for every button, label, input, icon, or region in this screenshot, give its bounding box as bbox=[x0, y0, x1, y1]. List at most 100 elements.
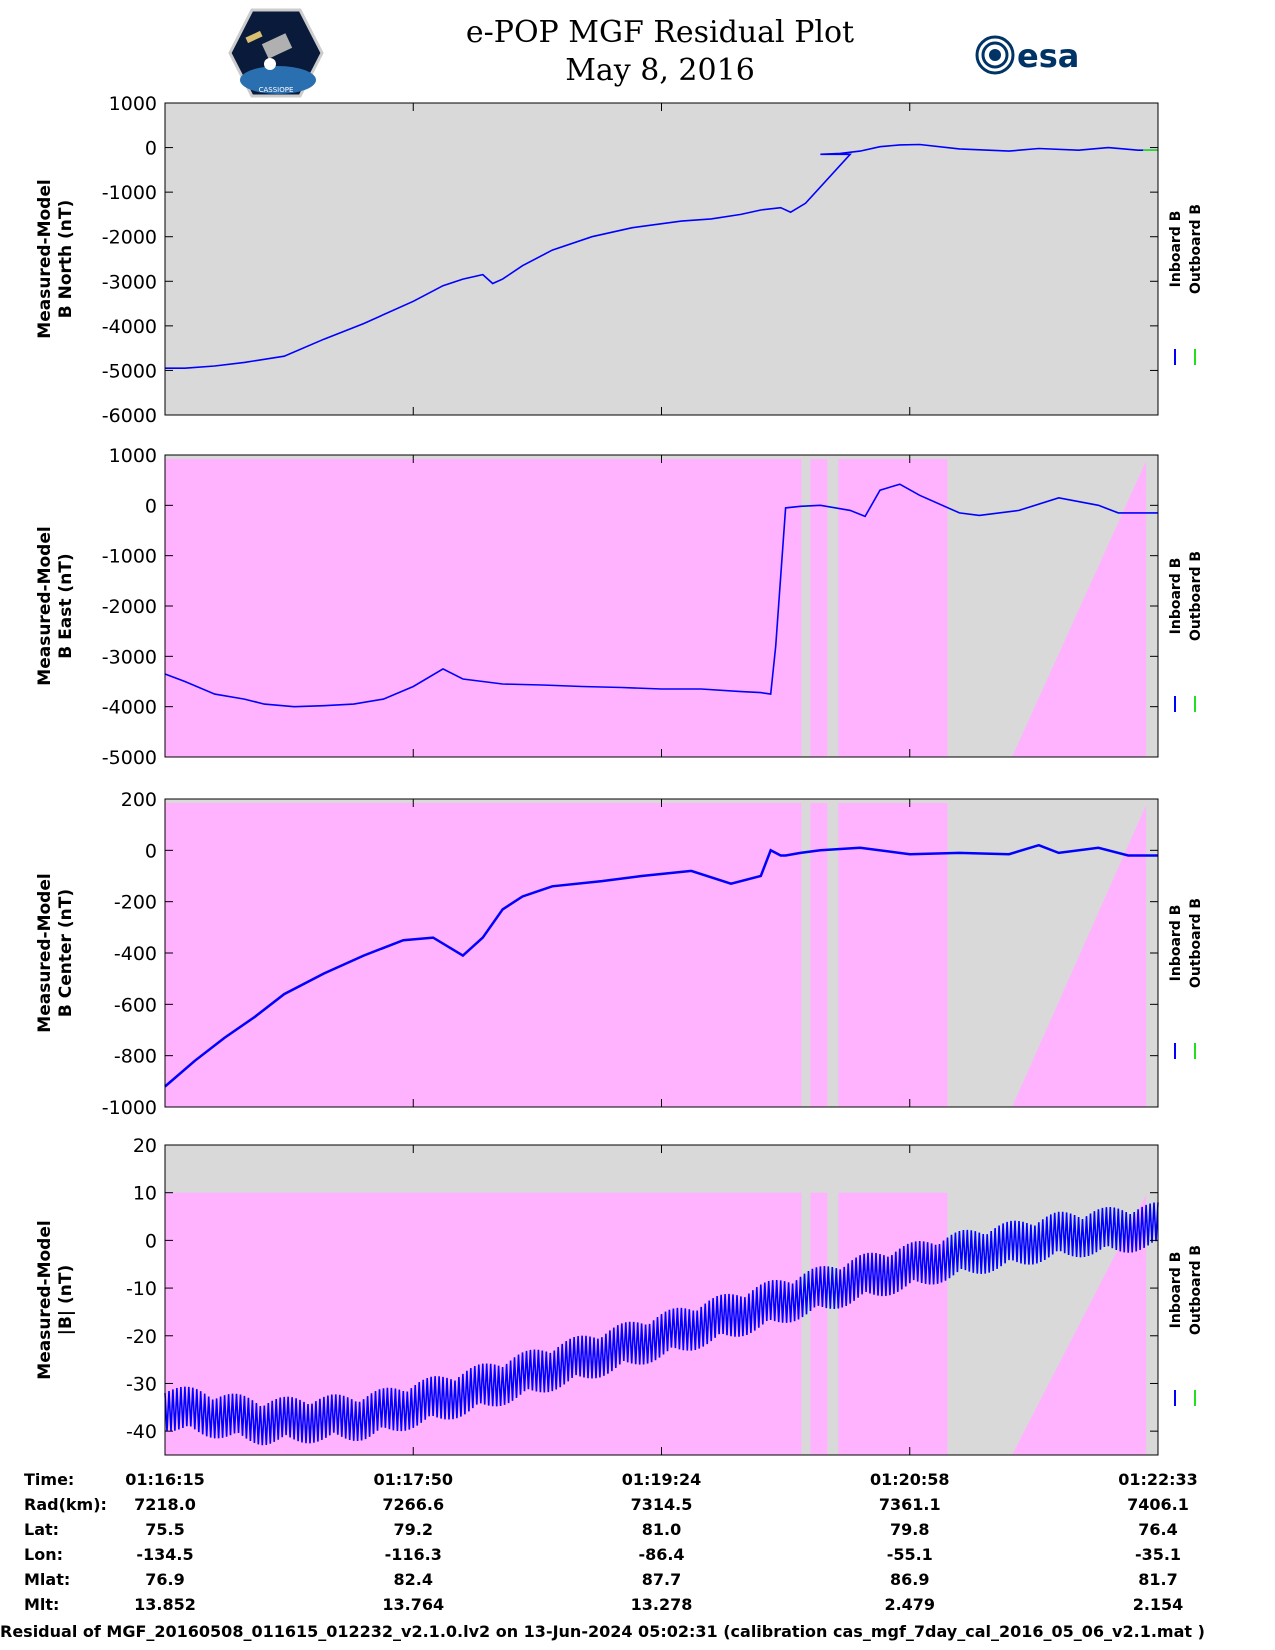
plot-title: e-POP MGF Residual Plot bbox=[465, 15, 855, 50]
ephemeris-value: -116.3 bbox=[384, 1545, 442, 1564]
y-axis-label: Measured-Model|B| (nT) bbox=[35, 1220, 76, 1379]
y-axis-label: Measured-ModelB East (nT) bbox=[35, 526, 76, 685]
y-tick-label: 10 bbox=[133, 1183, 157, 1205]
panel-3-region bbox=[165, 803, 802, 1107]
y-tick-label: 200 bbox=[121, 789, 157, 811]
ephemeris-value: 7361.1 bbox=[878, 1495, 941, 1514]
ephemeris-label: Rad(km): bbox=[24, 1495, 107, 1514]
ephemeris-value: -55.1 bbox=[886, 1545, 933, 1564]
ephemeris-label: Mlat: bbox=[24, 1570, 71, 1589]
ephemeris-value: 2.479 bbox=[884, 1595, 936, 1614]
y-tick-label: -5000 bbox=[102, 360, 157, 382]
y-tick-label: -2000 bbox=[102, 227, 157, 249]
ephemeris-label: Lon: bbox=[24, 1545, 63, 1564]
y-axis-label-line: |B| (nT) bbox=[56, 1265, 76, 1336]
series-line-inboard bbox=[165, 143, 1158, 369]
ephemeris-value: 01:20:58 bbox=[869, 1470, 950, 1489]
legend-label: Inboard B bbox=[1168, 211, 1184, 288]
ephemeris-value: 2.154 bbox=[1132, 1595, 1184, 1614]
ephemeris-value: 81.7 bbox=[1138, 1570, 1178, 1589]
y-tick-label: -4000 bbox=[102, 316, 157, 338]
footer-caption: Residual of MGF_20160508_011615_012232_v… bbox=[0, 1622, 1205, 1641]
panel-2-region bbox=[165, 459, 802, 757]
ephemeris-value: 13.278 bbox=[630, 1595, 693, 1614]
ephemeris-value: 81.0 bbox=[641, 1520, 682, 1539]
y-tick-label: 1000 bbox=[109, 445, 157, 467]
y-tick-label: -1000 bbox=[102, 1097, 157, 1119]
ephemeris-value: 87.7 bbox=[641, 1570, 682, 1589]
y-tick-label: -400 bbox=[114, 943, 157, 965]
y-tick-label: 0 bbox=[145, 840, 157, 862]
ephemeris-value: -134.5 bbox=[136, 1545, 194, 1564]
ephemeris-value: 7218.0 bbox=[134, 1495, 196, 1514]
ephemeris-value: -35.1 bbox=[1134, 1545, 1182, 1564]
ephemeris-value: 75.5 bbox=[145, 1520, 185, 1539]
legend-label: Outboard B bbox=[1188, 551, 1204, 641]
y-axis-label-line: Measured-Model bbox=[35, 873, 55, 1032]
panel-4-region bbox=[838, 1192, 948, 1455]
ephemeris-value: 7266.6 bbox=[382, 1495, 445, 1514]
ephemeris-value: 76.4 bbox=[1138, 1520, 1178, 1539]
y-axis-label-line: B East (nT) bbox=[56, 553, 76, 658]
legend-label: Inboard B bbox=[1168, 1252, 1184, 1329]
y-axis-label-line: B North (nT) bbox=[56, 200, 76, 319]
ephemeris-value: 13.852 bbox=[134, 1595, 196, 1614]
panel-2-region bbox=[838, 459, 948, 757]
ephemeris-value: 7314.5 bbox=[630, 1495, 693, 1514]
y-tick-label: -4000 bbox=[102, 697, 157, 719]
y-tick-label: 0 bbox=[145, 138, 157, 160]
legend-label: Outboard B bbox=[1188, 898, 1204, 988]
legend-label: Inboard B bbox=[1168, 558, 1184, 635]
y-tick-label: -20 bbox=[126, 1326, 157, 1348]
panel-4-region bbox=[810, 1192, 828, 1455]
plot-date: May 8, 2016 bbox=[565, 53, 755, 88]
y-tick-label: -10 bbox=[126, 1278, 157, 1300]
y-axis-label-line: Measured-Model bbox=[35, 179, 55, 338]
ephemeris-label: Mlt: bbox=[24, 1595, 60, 1614]
y-tick-label: -40 bbox=[126, 1421, 157, 1443]
panel-4-wedge bbox=[1012, 1194, 1147, 1455]
y-tick-label: 0 bbox=[145, 1230, 157, 1252]
y-tick-label: -1000 bbox=[102, 546, 157, 568]
legend-label: Outboard B bbox=[1188, 204, 1204, 294]
y-axis-label-line: Measured-Model bbox=[35, 1220, 55, 1379]
y-tick-label: -600 bbox=[114, 994, 157, 1016]
ephemeris-value: 76.9 bbox=[145, 1570, 185, 1589]
ephemeris-value: 01:22:33 bbox=[1118, 1470, 1198, 1489]
y-tick-label: -3000 bbox=[102, 271, 157, 293]
panel-3-region bbox=[810, 803, 828, 1107]
ephemeris-value: 01:17:50 bbox=[373, 1470, 454, 1489]
legend-label: Outboard B bbox=[1188, 1245, 1204, 1335]
y-tick-label: -5000 bbox=[102, 747, 157, 769]
y-axis-label-line: B Center (nT) bbox=[56, 889, 76, 1017]
ephemeris-value: 13.764 bbox=[382, 1595, 445, 1614]
y-axis-label: Measured-ModelB North (nT) bbox=[35, 179, 76, 338]
series-line-inboard bbox=[164, 483, 1158, 708]
y-tick-label: 0 bbox=[145, 495, 157, 517]
y-tick-label: -3000 bbox=[102, 646, 157, 668]
panel-3-wedge bbox=[1012, 805, 1147, 1107]
ephemeris-value: 79.8 bbox=[890, 1520, 930, 1539]
cassiope-logo: CASSIOPE bbox=[228, 8, 324, 98]
ephemeris-label: Time: bbox=[24, 1470, 75, 1489]
ephemeris-value: 86.9 bbox=[890, 1570, 930, 1589]
cassiope-logo-text: CASSIOPE bbox=[259, 86, 294, 94]
y-tick-label: -1000 bbox=[102, 182, 157, 204]
y-tick-label: -2000 bbox=[102, 596, 157, 618]
series-line-inboard bbox=[164, 843, 1158, 1088]
y-tick-label: 1000 bbox=[109, 93, 157, 115]
y-axis-label: Measured-ModelB Center (nT) bbox=[35, 873, 76, 1032]
ephemeris-value: 01:19:24 bbox=[621, 1470, 702, 1489]
y-tick-label: -30 bbox=[126, 1373, 157, 1395]
ephemeris-label: Lat: bbox=[24, 1520, 60, 1539]
legend-label: Inboard B bbox=[1168, 905, 1184, 982]
panel-1-background bbox=[165, 103, 1158, 415]
ephemeris-value: -86.4 bbox=[638, 1545, 685, 1564]
y-tick-label: -200 bbox=[114, 892, 157, 914]
y-tick-label: -6000 bbox=[102, 405, 157, 427]
ephemeris-value: 01:16:15 bbox=[125, 1470, 205, 1489]
panel-2-wedge bbox=[1012, 461, 1147, 757]
y-tick-label: -800 bbox=[114, 1046, 157, 1068]
ephemeris-value: 79.2 bbox=[393, 1520, 433, 1539]
